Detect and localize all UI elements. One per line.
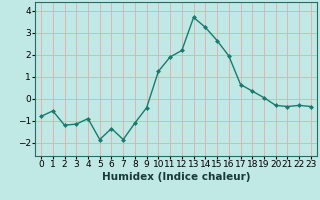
X-axis label: Humidex (Indice chaleur): Humidex (Indice chaleur) bbox=[102, 172, 250, 182]
